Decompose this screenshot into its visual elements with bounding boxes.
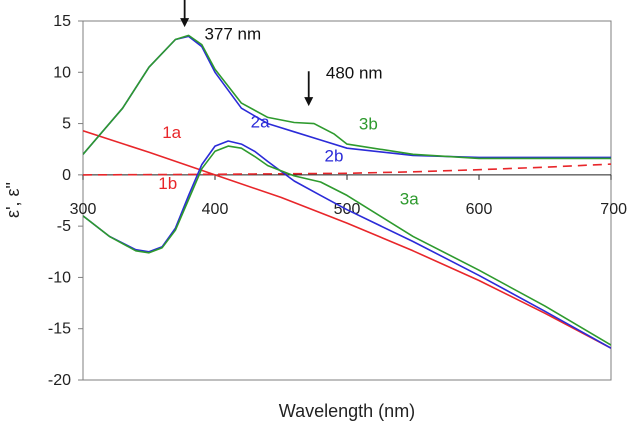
y-tick-label: -15 [48, 321, 71, 338]
curve-labels: 1a 1b 2a 2b 3b 3a [158, 113, 419, 209]
annotations: 377 nm 480 nm [180, 0, 383, 107]
curve-label-3a: 3a [400, 190, 419, 209]
series-line-3a [83, 145, 611, 346]
annotation-arrow-head [304, 97, 314, 107]
series-line-3b [83, 34, 611, 160]
x-tick-label: 700 [600, 201, 627, 218]
y-axis-title: ε', ε" [3, 182, 23, 218]
y-tick-label: -10 [48, 269, 71, 286]
series-line-2a [83, 140, 611, 349]
curve-label-2a: 2a [251, 113, 270, 132]
y-tick-label: 5 [62, 116, 71, 133]
x-tick-label: 600 [466, 201, 493, 218]
series-line-1a [83, 130, 611, 349]
annotation-label: 480 nm [326, 63, 383, 82]
plot-frame [82, 20, 612, 381]
x-axis-title: Wavelength (nm) [279, 401, 415, 421]
y-axis-ticks: -20 -15 -10 -5 0 5 10 15 [48, 13, 83, 389]
y-tick-label: -5 [57, 218, 71, 235]
curve-label-2b: 2b [325, 147, 344, 166]
x-tick-label: 300 [70, 201, 97, 218]
series-line-1b [83, 163, 611, 176]
y-tick-label: -20 [48, 372, 71, 389]
y-tick-label: 10 [53, 64, 71, 81]
annotation-label: 377 nm [204, 24, 261, 43]
y-tick-label: 15 [53, 13, 71, 30]
x-tick-label: 400 [202, 201, 229, 218]
y-tick-label: 0 [62, 167, 71, 184]
curve-label-3b: 3b [359, 115, 378, 134]
series-layer [83, 34, 611, 349]
curve-label-1b: 1b [158, 174, 177, 193]
curve-label-1a: 1a [162, 123, 181, 142]
annotation-arrow-head [180, 18, 190, 28]
